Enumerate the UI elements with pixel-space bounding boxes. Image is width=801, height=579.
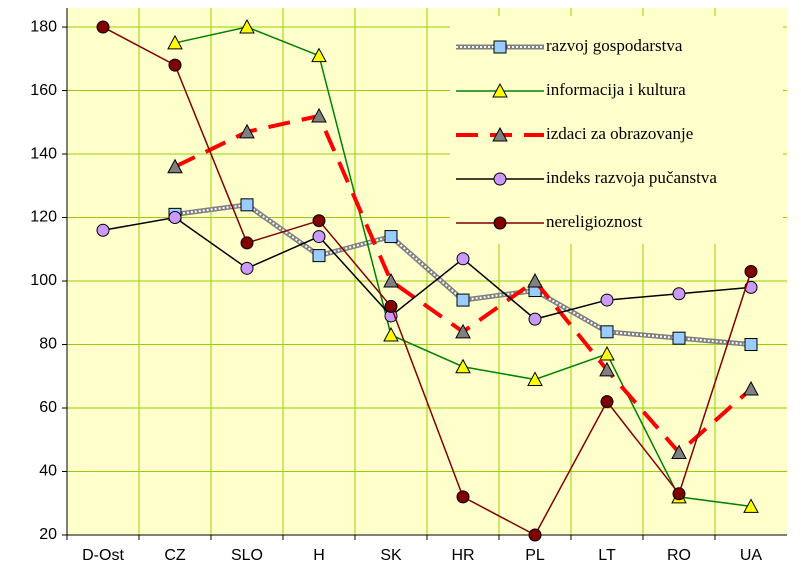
x-tick-label: HR [451, 547, 474, 564]
marker [493, 40, 507, 54]
marker [240, 198, 254, 212]
x-tick-label: UA [740, 547, 763, 564]
marker [456, 293, 470, 307]
marker [312, 249, 326, 263]
y-tick-label: 40 [39, 463, 57, 480]
marker [600, 395, 614, 409]
x-tick-label: H [313, 547, 325, 564]
marker [743, 380, 759, 396]
legend-label: izdaci za obrazovanje [546, 124, 693, 143]
marker [493, 172, 507, 186]
marker [671, 444, 687, 459]
series-line [102, 216, 752, 320]
marker [240, 236, 254, 250]
marker [672, 487, 686, 501]
marker [239, 123, 255, 139]
legend-label: indeks razvoja pučanstva [546, 168, 717, 187]
marker [493, 216, 507, 230]
marker [527, 272, 543, 288]
legend-label: informacija i kultura [546, 80, 686, 99]
marker [167, 158, 183, 174]
x-tick-label: CZ [164, 547, 186, 564]
marker [528, 528, 542, 542]
marker [743, 498, 759, 513]
x-tick-label: RO [667, 547, 691, 564]
marker [168, 58, 182, 72]
marker [455, 323, 471, 339]
marker [744, 265, 758, 278]
marker [527, 371, 543, 386]
legend-label: nereligioznost [546, 212, 643, 231]
y-tick-label: 160 [30, 82, 57, 99]
marker [312, 214, 326, 228]
marker [455, 358, 471, 374]
legend-box [450, 16, 783, 244]
marker [600, 325, 614, 339]
marker [456, 252, 470, 266]
marker [492, 126, 508, 142]
marker [167, 34, 183, 50]
marker [599, 345, 615, 361]
marker [96, 223, 110, 237]
marker [311, 107, 327, 123]
marker [528, 312, 542, 326]
marker [599, 361, 615, 377]
marker [383, 326, 399, 342]
x-tick-label: LT [598, 547, 616, 564]
y-tick-label: 20 [39, 526, 57, 543]
marker [240, 261, 254, 275]
marker [312, 230, 326, 244]
marker [96, 20, 110, 34]
legend-label: razvoj gospodarstva [546, 36, 683, 55]
x-tick-label: SK [380, 547, 402, 564]
x-tick-label: PL [525, 547, 545, 564]
series-line [102, 26, 752, 537]
marker [383, 272, 399, 288]
marker [384, 230, 398, 244]
y-tick-label: 60 [39, 399, 57, 416]
marker [744, 338, 758, 352]
marker [384, 299, 398, 313]
marker [600, 293, 614, 307]
marker [456, 490, 470, 504]
y-tick-label: 180 [30, 18, 57, 35]
y-tick-label: 80 [39, 336, 57, 353]
marker [672, 331, 686, 345]
marker [672, 287, 686, 301]
x-tick-label: D-Ost [82, 547, 124, 564]
y-tick-label: 140 [30, 145, 57, 162]
y-tick-label: 100 [30, 272, 57, 289]
marker [168, 211, 182, 225]
marker [239, 18, 255, 34]
x-tick-label: SLO [231, 547, 263, 564]
line-hatch [174, 203, 752, 346]
marker [744, 280, 758, 294]
marker [311, 47, 327, 63]
y-tick-label: 120 [30, 209, 57, 226]
marker [492, 82, 508, 98]
